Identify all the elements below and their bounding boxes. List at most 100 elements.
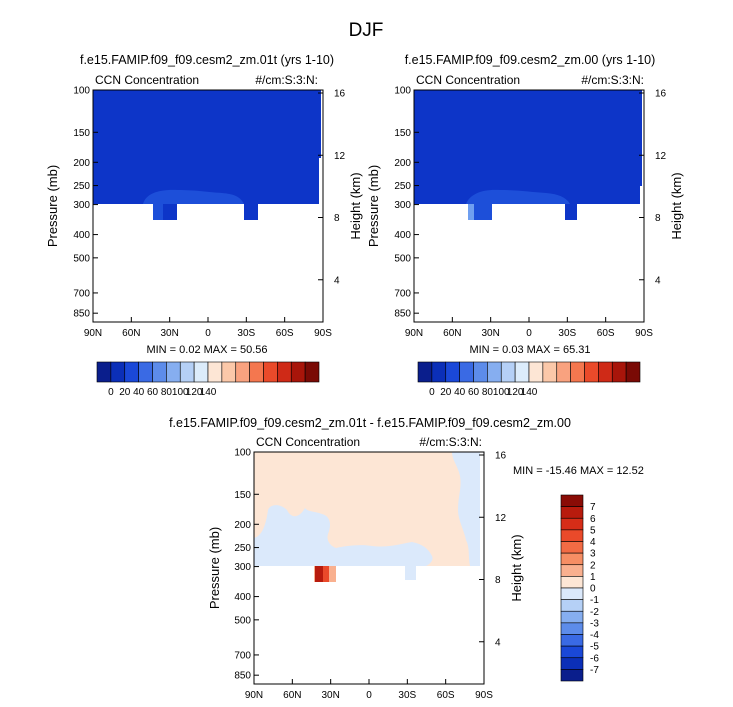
panel-diff-ytick-label: 100 [234,448,251,459]
panel-right-xtick-label: 60N [443,328,461,339]
colorbar-diff-label: 2 [590,560,596,571]
colorbar-label: 40 [133,387,145,398]
panel-diff-y2tick-label: 4 [495,637,501,648]
colorbar-swatch [179,361,195,383]
colorbar-diff-label: 4 [590,537,596,548]
colorbar-diff-label: 6 [590,514,596,525]
panel-right-xtick-label: 0 [526,328,532,339]
panel-diff-xtick-label: 90N [245,690,263,701]
colorbar-diff-swatch [560,576,584,589]
panel-left-field-drop1b [153,204,163,220]
panel-right-ytick-label: 700 [394,288,411,299]
colorbar-diff-swatch [560,494,584,507]
colorbar-label: 20 [440,387,452,398]
panel-diff-xtick-label: 60S [437,690,455,701]
panel-diff-field-negative-right [452,452,480,566]
colorbar-diff-label: -5 [590,642,599,653]
panel-right-y2tick-label: 4 [655,275,661,286]
panel-right-y2label: Height (km) [669,172,684,239]
panel-left-xtick-label: 30S [237,328,255,339]
colorbar-swatch [459,361,474,383]
colorbar-diff-label: -3 [590,618,599,629]
colorbar-diff-label: 5 [590,525,596,536]
panel-right-ytick-label: 150 [394,128,411,139]
panel-diff-y2tick-label: 16 [495,451,507,462]
panel-left-y2tick-label: 4 [334,275,340,286]
panel-diff-y2label: Height (km) [509,534,524,601]
colorbar-diff-label: -2 [590,607,599,618]
panel-right-xtick-label: 90N [405,328,423,339]
colorbar-swatch [263,361,278,383]
panel-diff-y2tick-label: 8 [495,575,501,586]
colorbar-swatch [193,361,209,383]
panel-diff-units-label: #/cm:S:3:N: [419,435,482,449]
colorbar-swatch [473,361,488,383]
colorbar-diff-swatch [560,657,584,670]
colorbar-swatch [138,361,153,383]
panel-right-xtick-label: 30S [558,328,576,339]
panel-right-ytick-label: 200 [394,158,411,169]
colorbar-swatch [124,361,139,383]
colorbar-swatch [500,361,516,383]
colorbar-diff-label: 3 [590,549,596,560]
panel-right-ytick-label: 400 [394,230,411,241]
panel-left-ytick-label: 300 [73,200,90,211]
colorbar-swatch [221,361,237,383]
panel-left-y2tick-label: 12 [334,151,346,162]
colorbar-diff-swatch [560,564,584,577]
colorbar-swatch [514,361,530,383]
panel-right-ytick-label: 250 [394,181,411,192]
colorbar-swatch [528,361,544,383]
panel-diff-xtick-label: 30N [321,690,339,701]
panel-right-field-upper [414,90,640,204]
colorbar-label: 140 [200,387,217,398]
colorbar-swatch [445,361,460,383]
colorbar-diff-swatch [560,506,584,519]
panel-right-units-label: #/cm:S:3:N: [581,73,644,87]
panel-left-field-upper [93,90,319,204]
colorbar-diff-swatch [560,622,584,635]
panel-diff-y2tick-label: 12 [495,513,507,524]
panel-diff-ytick-label: 300 [234,562,251,573]
panel-left-ytick-label: 850 [73,309,90,320]
panel-right-xtick-label: 30N [481,328,499,339]
panel-left-ytick-label: 100 [73,86,90,97]
colorbar-swatch [166,361,181,383]
panel-right-xtick-label: 60S [597,328,615,339]
panel-left: f.e15.FAMIP.f09_f09.cesm2_zm.01t (yrs 1-… [45,53,363,356]
panel-diff-xtick-label: 0 [366,690,372,701]
panel-diff-title: f.e15.FAMIP.f09_f09.cesm2_zm.01t - f.e15… [169,416,571,430]
panel-right-y2tick-label: 16 [655,89,667,100]
colorbar-diff-swatch [560,599,584,612]
panel-right-minmax: MIN = 0.03 MAX = 65.31 [469,344,590,356]
panel-right-field-edge [638,90,642,186]
panel-left-units-label: #/cm:S:3:N: [255,73,318,87]
panel-left-ytick-label: 400 [73,230,90,241]
colorbar-diff-swatch [560,541,584,554]
panel-diff-xtick-label: 30S [398,690,416,701]
colorbar-swatch [96,361,112,383]
colorbar-diff-label: -7 [590,665,599,676]
panel-left-ytick-label: 500 [73,253,90,264]
panel-left-ytick-label: 200 [73,158,90,169]
colorbar-label: 100 [493,387,510,398]
colorbar-swatch [152,361,167,383]
colorbar-diff-swatch [560,517,584,531]
colorbar-swatch [304,361,320,383]
colorbar-label: 120 [507,387,524,398]
panel-left-field-label: CCN Concentration [95,73,199,87]
colorbar-swatch [598,361,613,383]
panel-right-y2tick-label: 12 [655,151,667,162]
panel-left-xtick-label: 90S [314,328,332,339]
colorbar-swatch [584,361,599,383]
colorbar-swatch [431,361,447,383]
colorbar-diff-swatch [560,610,584,624]
colorbar-diff-label: -1 [590,595,599,606]
panel-diff-ytick-label: 200 [234,520,251,531]
colorbar-label: 120 [186,387,203,398]
panel-left-field-bump [143,189,244,204]
panel-left-y2tick-label: 16 [334,89,346,100]
